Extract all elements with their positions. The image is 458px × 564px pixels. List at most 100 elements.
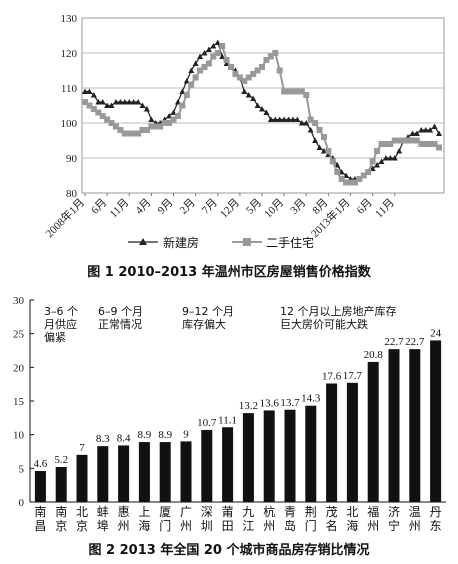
chart1-series-0-point (104, 102, 111, 108)
chart1-series-1-point (307, 116, 314, 123)
chart1-series-1-point (166, 120, 173, 126)
chart1-series-1-point (272, 50, 279, 56)
chart1-series-1-point (82, 99, 88, 105)
chart1-series-1-point (214, 50, 221, 56)
chart2-annotation-line: 正常情况 (98, 318, 142, 331)
chart2-data-label: 17.6 (322, 370, 342, 382)
chart2-category-label: 九 (242, 505, 254, 519)
chart1-series-1-point (130, 130, 137, 137)
chart2-category-label: 杭 (263, 504, 275, 519)
chart2-bar (222, 427, 234, 502)
chart1-series-0-point (245, 92, 252, 98)
chart1-series-1-point (179, 102, 186, 109)
chart1-series-1-point (192, 74, 199, 81)
chart1-series-1-point (112, 123, 119, 130)
chart2-bar (180, 441, 192, 502)
chart2-category-label: 圳 (201, 519, 213, 533)
chart1-series-1-point (170, 116, 177, 123)
chart2-bar (430, 340, 442, 502)
chart2-y-tick-label: 30 (13, 295, 25, 307)
chart2-data-label: 17.7 (343, 370, 363, 382)
chart1-series-1-point (148, 123, 155, 130)
chart2-category-label: 蚌 (97, 505, 109, 519)
chart1-series-0-point (108, 102, 115, 108)
chart1-series-0-point (409, 130, 416, 136)
chart1-series-1-point (183, 92, 190, 98)
chart2-category-label: 惠 (118, 505, 130, 519)
chart1-series-1-point (289, 88, 296, 95)
chart1-series-1-point (369, 158, 376, 165)
chart1-series-1-point (329, 158, 336, 165)
chart1-series-0-point (276, 116, 283, 122)
chart1-series-0-point (294, 116, 301, 122)
chart1-series-0-point (374, 162, 381, 168)
chart1-y-tick-label: 110 (61, 83, 78, 95)
chart1-series-0-point (192, 60, 199, 66)
chart2-category-label: 上 (138, 505, 150, 519)
chart1-series-0-point (121, 99, 128, 105)
chart1-series-1-point (259, 64, 265, 70)
chart1-series-1-point (223, 57, 230, 63)
chart2-y-tick-label: 10 (13, 430, 25, 442)
chart1-series-1-point (188, 81, 195, 88)
chart2-annotation-line: 偏紧 (44, 330, 66, 344)
chart1-series-1-point (245, 74, 252, 81)
chart1-series-0-point (188, 67, 195, 73)
chart1-series-0-point (382, 155, 389, 161)
chart2-bar (34, 471, 46, 502)
chart1-x-tick-label: 6月 (355, 197, 375, 217)
chart2-category-label: 北 (346, 505, 358, 519)
chart2-data-label: 8.3 (96, 433, 110, 445)
chart1-series-1-point (378, 141, 385, 147)
chart1-series-1-point (338, 176, 345, 182)
chart1-series-1-point (99, 113, 106, 119)
chart1-series (82, 39, 442, 186)
chart2-category-label: 丹 (430, 505, 442, 519)
chart1-series-1-point (104, 116, 111, 123)
chart1-series-1-point (334, 169, 341, 175)
chart2-category-label: 州 (367, 519, 379, 533)
chart2-data-label: 13.6 (260, 397, 280, 409)
chart2-data-label: 20.8 (364, 349, 384, 361)
chart2-category-label: 深 (201, 505, 213, 519)
legend-series-0-label: 新建房 (163, 235, 199, 250)
chart2-category-label: 济 (388, 504, 400, 519)
chart1-series-1-point (263, 57, 270, 63)
chart2-bar (138, 442, 150, 502)
chart2-data-label: 8.4 (117, 432, 131, 444)
chart2-y-tick-label: 25 (13, 329, 25, 341)
chart1-series-0-point (99, 99, 106, 105)
chart2-data-label: 4.6 (34, 458, 48, 470)
chart1-x-tick-label: 7月 (200, 197, 220, 217)
chart1-series-0-point (272, 116, 279, 122)
chart1-series-1-point (427, 141, 434, 147)
chart1-series-0-point (316, 144, 323, 150)
chart2: 0 5 10 15 20 25 30 4.6 南昌 5.2 南京 7 北京 8.3 蚌埠 8.4 惠州 8.9 上… (13, 295, 446, 558)
chart1-series-1-point (285, 88, 292, 95)
chart1-series-0-point (148, 116, 155, 122)
chart1-series-1-point (236, 74, 243, 81)
chart1-series-0-point (201, 50, 208, 56)
chart2-category-label: 南 (34, 504, 46, 519)
chart1-x-tick-label: 6月 (89, 197, 109, 217)
chart1-series-1-point (365, 169, 372, 175)
chart2-data-label: 10.7 (197, 417, 217, 429)
chart1-series-1-point (382, 141, 389, 147)
chart1-y-tick-label: 130 (61, 13, 78, 25)
chart1-series-0-point (267, 116, 274, 122)
chart2-bar (76, 454, 88, 502)
chart2-bar (388, 349, 400, 502)
chart2-data-label: 8.9 (138, 429, 152, 441)
chart1-series-0-point (263, 109, 270, 115)
chart2-bar (326, 383, 338, 502)
chart1-x-tick-label: 3月 (288, 197, 308, 217)
chart1-x-tick-label: 10月 (262, 197, 286, 221)
chart2-category-label: 厦 (159, 505, 171, 519)
chart1-series-0-point (396, 148, 403, 154)
chart1-series-0-point (82, 88, 88, 94)
chart1-series-1-point (267, 53, 274, 60)
chart1-gridlines (82, 52, 444, 159)
chart2-bar (305, 405, 317, 502)
chart1-series-1-point (347, 179, 354, 186)
